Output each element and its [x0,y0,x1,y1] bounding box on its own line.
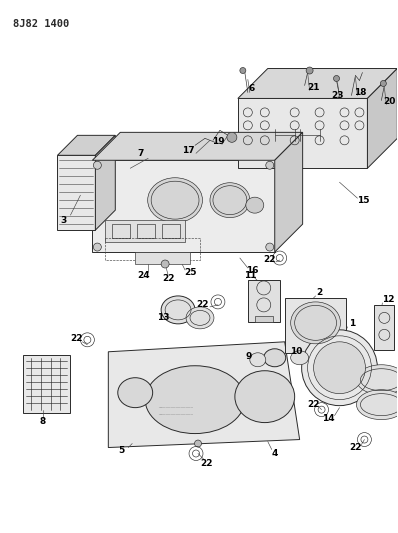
Text: 22: 22 [201,459,213,468]
Polygon shape [96,135,115,230]
Circle shape [266,243,274,251]
Text: 2: 2 [316,288,323,297]
Text: 22: 22 [307,400,320,409]
Circle shape [94,161,101,169]
Ellipse shape [291,351,308,365]
Bar [105,220,185,242]
Circle shape [227,132,237,142]
Text: 13: 13 [157,313,170,322]
Text: 5: 5 [118,446,125,455]
Text: 3: 3 [60,216,66,224]
Text: 17: 17 [182,146,194,155]
Text: 12: 12 [382,295,394,304]
Text: 10: 10 [291,348,303,356]
Circle shape [302,330,377,406]
Bar [162,224,180,238]
Circle shape [380,80,386,86]
Bar [248,280,280,322]
Ellipse shape [357,390,398,419]
Ellipse shape [148,177,203,223]
Polygon shape [238,99,367,168]
Bar [135,252,190,264]
Text: 22: 22 [70,334,83,343]
Bar [255,316,273,322]
Ellipse shape [118,378,153,408]
Text: 4: 4 [271,449,278,458]
Text: 1: 1 [349,319,355,328]
Ellipse shape [264,349,286,367]
Text: ──────────────: ────────────── [158,406,193,410]
Text: 15: 15 [357,196,370,205]
Text: 18: 18 [354,88,367,97]
Circle shape [266,161,274,169]
Polygon shape [275,132,302,252]
Text: 16: 16 [246,266,258,276]
Text: 22: 22 [349,443,362,452]
Circle shape [240,68,246,74]
Ellipse shape [186,307,214,329]
Polygon shape [92,160,275,252]
Text: 23: 23 [331,91,344,100]
Text: 24: 24 [137,271,150,280]
Circle shape [314,342,365,394]
Circle shape [334,76,339,82]
Ellipse shape [210,183,250,217]
Bar [112,224,130,238]
Ellipse shape [161,296,195,324]
Text: 19: 19 [212,137,224,146]
Polygon shape [367,69,397,168]
Text: 22: 22 [162,274,174,284]
Text: 11: 11 [244,271,256,280]
Ellipse shape [246,197,264,213]
Circle shape [306,67,313,74]
Circle shape [195,440,201,447]
Ellipse shape [145,366,245,433]
Ellipse shape [235,371,295,423]
Text: 21: 21 [307,83,320,92]
Polygon shape [108,342,300,448]
Text: 7: 7 [137,149,143,158]
Bar [285,298,347,353]
Text: ──────────────: ────────────── [158,413,193,417]
Text: 14: 14 [322,414,335,423]
Polygon shape [92,132,302,160]
Bar [375,305,394,350]
Text: 20: 20 [383,97,396,106]
Circle shape [94,243,101,251]
Text: 8: 8 [39,417,46,426]
Text: 8J82 1400: 8J82 1400 [13,19,69,29]
Text: 22: 22 [263,255,276,263]
Bar [23,355,70,413]
Polygon shape [57,155,96,230]
Ellipse shape [291,302,341,344]
Ellipse shape [250,353,266,367]
Bar [137,224,155,238]
Text: 9: 9 [246,352,252,361]
Polygon shape [57,135,115,155]
Circle shape [161,260,169,268]
Text: 6: 6 [249,84,255,93]
Text: 25: 25 [184,269,196,278]
Polygon shape [238,69,397,99]
Text: 22: 22 [197,301,209,309]
Ellipse shape [357,365,398,394]
